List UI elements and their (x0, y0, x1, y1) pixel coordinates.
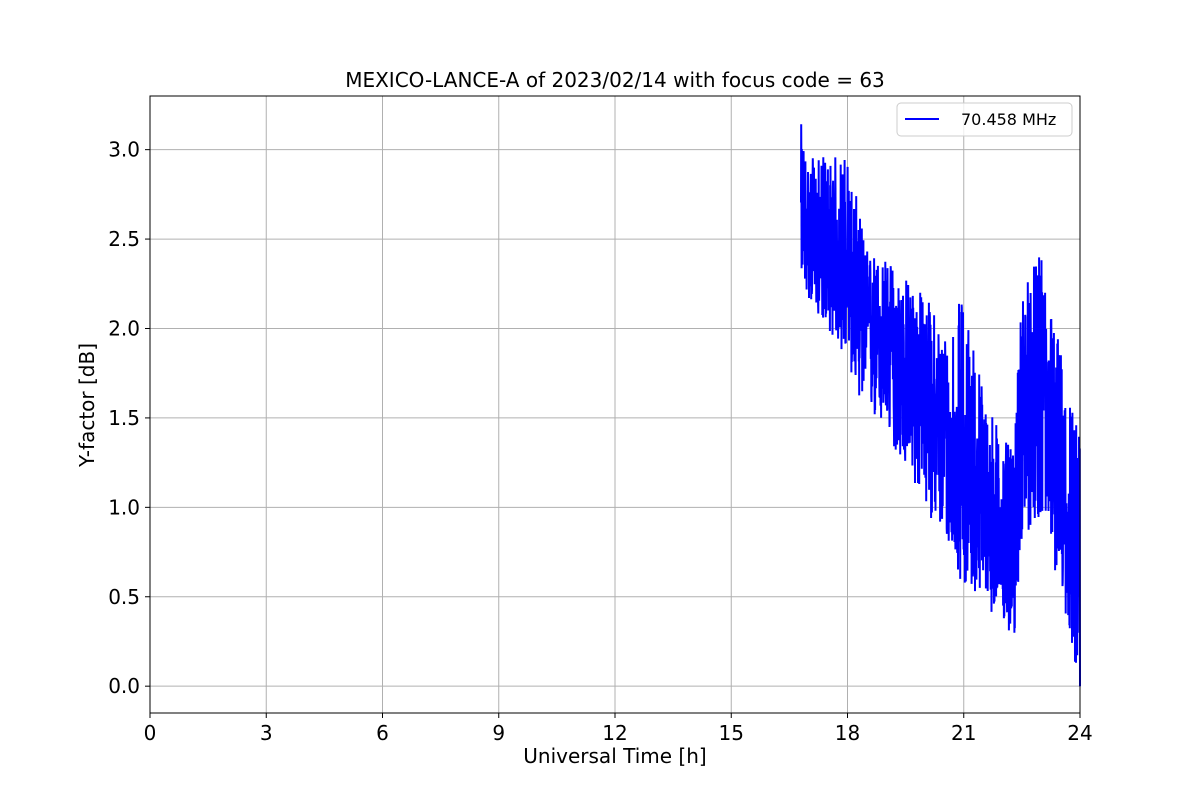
x-tick-label: 9 (492, 721, 505, 745)
y-axis-label: Y-factor [dB] (75, 343, 99, 468)
y-tick-label: 1.0 (108, 495, 140, 519)
x-tick-label: 0 (144, 721, 157, 745)
x-axis-label: Universal Time [h] (523, 744, 706, 768)
y-tick-label: 2.5 (108, 227, 140, 251)
x-axis-ticks: 0 3 6 9 12 15 18 21 24 (144, 713, 1093, 745)
x-tick-label: 24 (1067, 721, 1092, 745)
y-tick-label: 0.5 (108, 585, 140, 609)
legend: 70.458 MHz (896, 102, 1073, 137)
y-tick-label: 2.0 (108, 316, 140, 340)
x-tick-label: 21 (951, 721, 976, 745)
y-axis-ticks: 0.0 0.5 1.0 1.5 2.0 2.5 3.0 (108, 138, 150, 698)
chart-title: MEXICO-LANCE-A of 2023/02/14 with focus … (345, 68, 885, 92)
x-tick-label: 12 (602, 721, 627, 745)
x-tick-label: 15 (719, 721, 744, 745)
y-tick-label: 3.0 (108, 138, 140, 162)
y-tick-label: 0.0 (108, 674, 140, 698)
series-layer (800, 124, 1081, 687)
x-tick-label: 6 (376, 721, 389, 745)
series-line-70-458-mhz (800, 124, 1081, 687)
x-tick-label: 18 (835, 721, 860, 745)
legend-entry-label: 70.458 MHz (961, 110, 1056, 129)
x-tick-label: 3 (260, 721, 273, 745)
y-tick-label: 1.5 (108, 406, 140, 430)
legend-box (896, 102, 1073, 137)
